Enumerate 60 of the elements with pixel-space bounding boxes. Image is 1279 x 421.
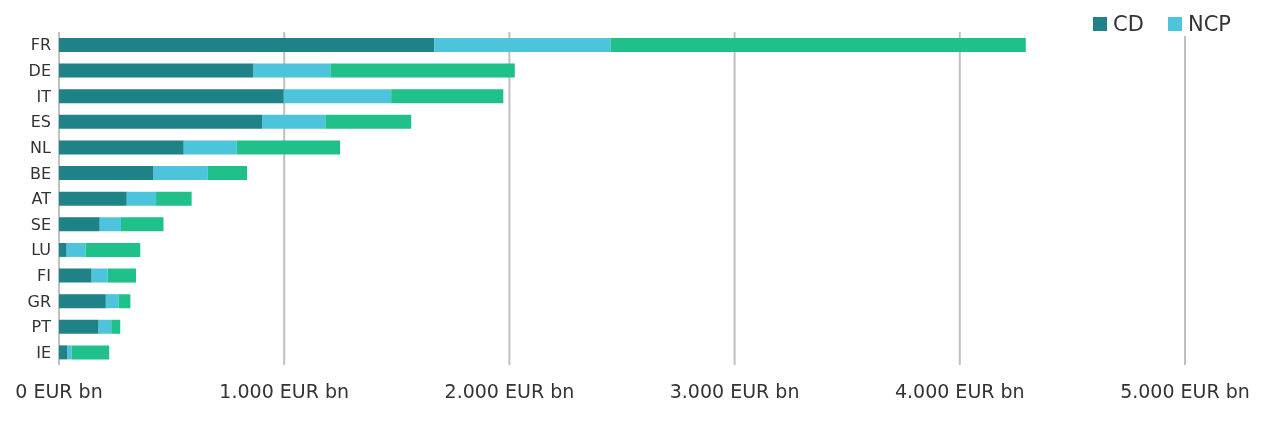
bar xyxy=(85,242,141,257)
bar xyxy=(59,268,92,283)
y-tick-label: BE xyxy=(29,163,51,183)
bar xyxy=(59,166,154,181)
bar xyxy=(59,114,263,129)
bar xyxy=(59,63,254,78)
y-tick-label: NL xyxy=(30,137,52,157)
bar xyxy=(98,319,112,334)
bar xyxy=(59,217,100,232)
y-tick-label: PT xyxy=(31,317,52,337)
y-tick-label: GR xyxy=(27,291,51,311)
bar xyxy=(59,38,435,52)
bar xyxy=(111,319,121,334)
bar xyxy=(66,242,86,257)
bar xyxy=(105,294,119,309)
y-tick-label: DE xyxy=(28,61,51,81)
y-tick-label: AT xyxy=(31,189,52,209)
x-tick-label: 3.000 EUR bn xyxy=(669,380,800,403)
bar xyxy=(107,268,137,283)
bar xyxy=(59,319,99,334)
y-tick-label: SE xyxy=(30,214,51,234)
x-tick-label: 1.000 EUR bn xyxy=(219,380,350,403)
x-tick-label: 5.000 EUR bn xyxy=(1120,380,1250,403)
y-tick-label: FI xyxy=(37,266,51,286)
bar xyxy=(253,63,331,78)
bar xyxy=(59,89,284,104)
bar xyxy=(325,114,412,129)
bar xyxy=(59,294,106,309)
bar xyxy=(59,345,68,360)
bar xyxy=(434,38,611,52)
bar xyxy=(59,191,127,206)
y-tick-label: IE xyxy=(36,342,51,362)
y-tick-label: IT xyxy=(36,86,52,106)
bar xyxy=(262,114,326,129)
bar xyxy=(153,166,208,181)
x-tick-label: 2.000 EUR bn xyxy=(444,380,575,403)
bar xyxy=(91,268,108,283)
bar xyxy=(330,63,515,78)
legend-label: NCP xyxy=(1187,12,1231,36)
bar xyxy=(71,345,110,360)
y-tick-label: LU xyxy=(31,240,51,260)
bar xyxy=(183,140,237,155)
bar xyxy=(59,242,67,257)
bar xyxy=(67,345,72,360)
bar xyxy=(59,140,184,155)
bar xyxy=(391,89,504,104)
bar xyxy=(118,294,131,309)
bar xyxy=(126,191,157,206)
y-tick-label: ES xyxy=(30,112,51,132)
y-tick-label: FR xyxy=(30,35,51,55)
bar xyxy=(156,191,192,206)
bar xyxy=(207,166,248,181)
bar xyxy=(99,217,121,232)
bar xyxy=(236,140,341,155)
bar xyxy=(120,217,164,232)
x-tick-label: 4.000 EUR bn xyxy=(894,380,1025,403)
bar xyxy=(283,89,392,104)
x-tick-label: 0 EUR bn xyxy=(15,380,103,403)
legend-label: CD xyxy=(1113,12,1144,36)
bar xyxy=(610,38,1026,52)
